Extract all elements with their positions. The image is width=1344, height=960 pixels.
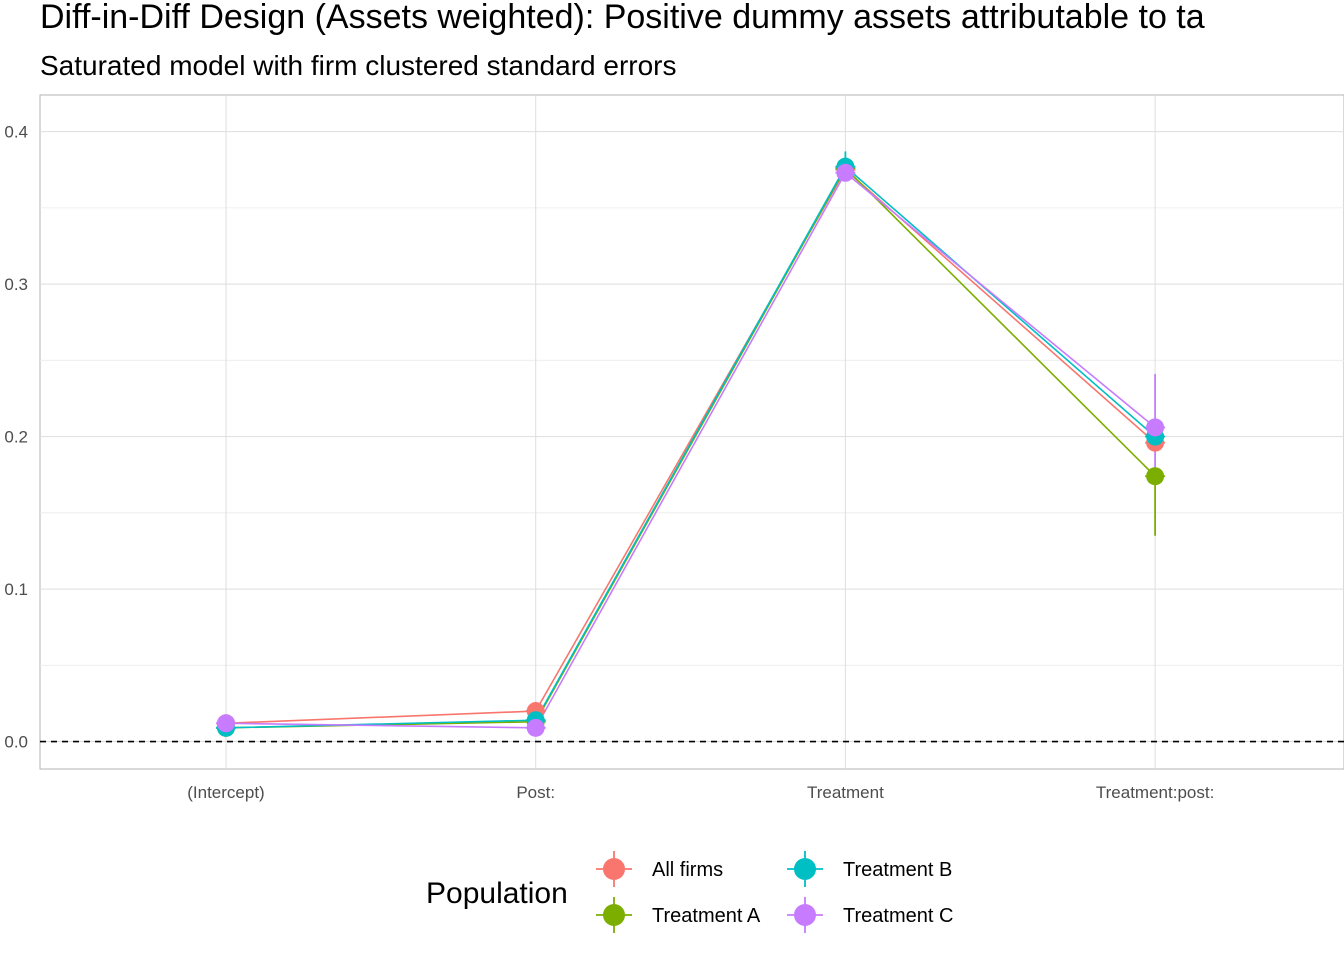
plot-panel [39, 94, 1344, 770]
legend-item: Treatment B [787, 851, 952, 887]
legend-label: Treatment A [652, 905, 761, 927]
x-tick-label: Post: [516, 783, 555, 802]
y-tick-label: 0.4 [4, 123, 28, 142]
legend-key-point [794, 858, 816, 880]
data-point [836, 163, 855, 182]
legend: Population All firms Treatment A Treatment… [426, 851, 953, 933]
legend-title: Population [426, 877, 568, 910]
data-point [526, 718, 545, 737]
legend-key-point [603, 858, 625, 880]
data-point [1146, 418, 1165, 437]
legend-item: All firms [596, 851, 723, 887]
y-tick-label: 0.2 [4, 428, 28, 447]
y-axis-ticks: 0.0 0.1 0.2 0.3 0.4 [4, 123, 28, 752]
chart-title: Diff-in-Diff Design (Assets weighted): P… [40, 0, 1205, 36]
data-points [217, 157, 1165, 737]
x-tick-label: Treatment [807, 783, 884, 802]
legend-items: All firms Treatment A Treatment B Treatment… [596, 851, 953, 933]
minor-gridlines [40, 207, 1344, 666]
series-line [225, 171, 1156, 729]
legend-item: Treatment C [787, 897, 953, 933]
legend-label: Treatment C [843, 905, 953, 927]
x-tick-label: Treatment:post: [1096, 783, 1214, 802]
data-point [217, 714, 235, 733]
x-tick-label: (Intercept) [187, 783, 264, 802]
legend-key-point [794, 904, 816, 926]
series-line [225, 168, 1156, 725]
legend-item: Treatment A [596, 897, 761, 933]
legend-label: All firms [652, 859, 723, 881]
y-tick-label: 0.0 [4, 733, 28, 752]
y-tick-label: 0.1 [4, 580, 28, 599]
x-axis-ticks: (Intercept) Post: Treatment Treatment:post: [187, 783, 1214, 802]
legend-label: Treatment B [843, 859, 952, 881]
legend-key-point [603, 904, 625, 926]
y-tick-label: 0.3 [4, 275, 28, 294]
series-line [225, 165, 1156, 729]
chart-subtitle: Saturated model with firm clustered stan… [40, 50, 677, 81]
series-lines [225, 165, 1156, 729]
data-point [1146, 467, 1165, 486]
